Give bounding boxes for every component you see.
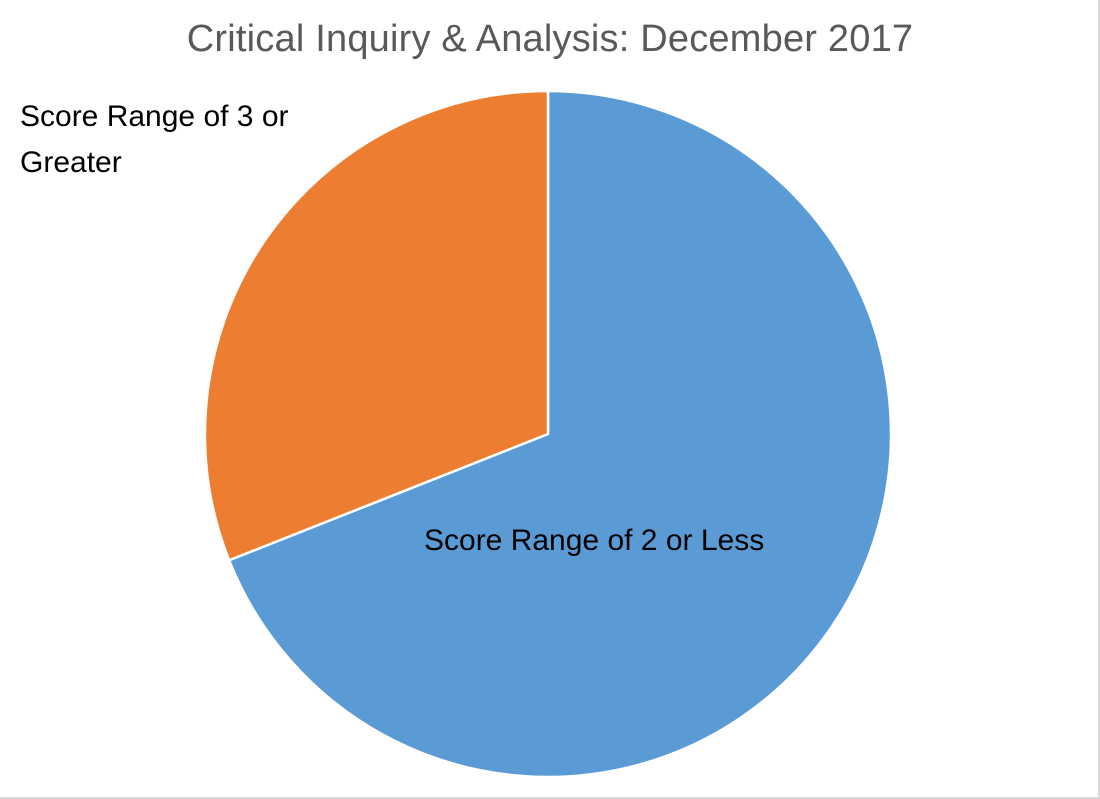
chart-title: Critical Inquiry & Analysis: December 20… — [186, 18, 914, 60]
pie-slice-score-3-or-greater[interactable] — [203, 89, 550, 562]
data-label-score-2-or-less: Score Range of 2 or Less — [424, 524, 765, 557]
data-label-line: Score Range of 3 or — [20, 100, 289, 133]
data-label-line: Greater — [20, 146, 122, 179]
pie-slice-score-2-or-less[interactable] — [227, 89, 893, 779]
data-label-score-3-or-greater: Score Range of 3 or Greater — [20, 94, 289, 186]
